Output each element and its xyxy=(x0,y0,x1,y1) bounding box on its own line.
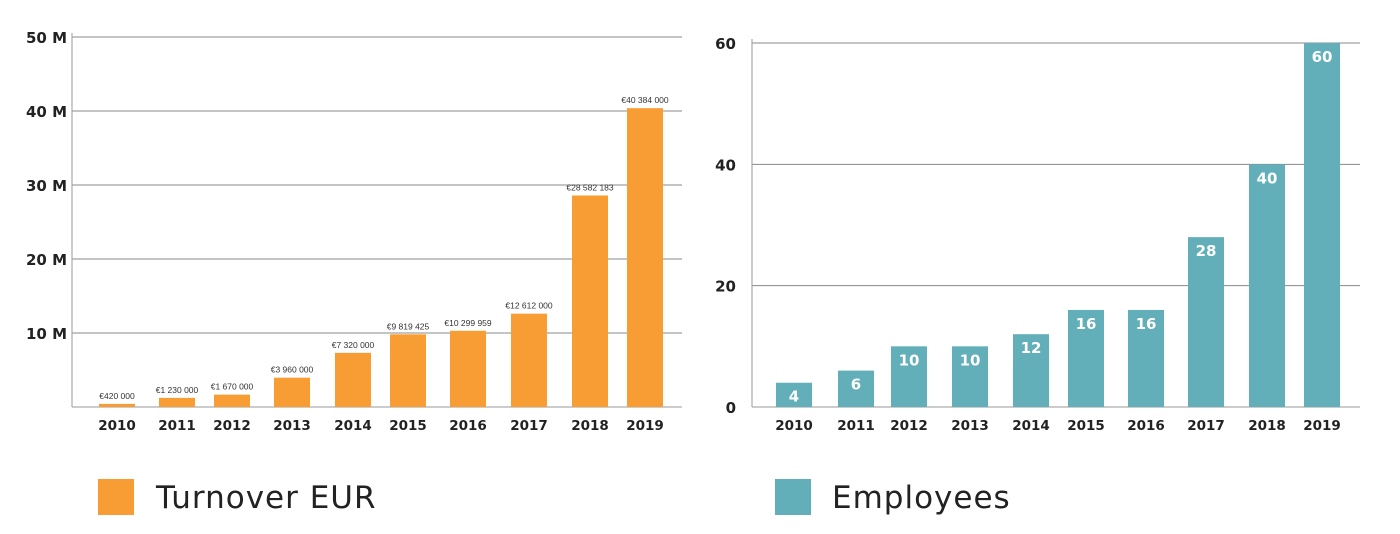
employees-bar-2018 xyxy=(1249,164,1285,407)
employees-data-label: 12 xyxy=(1021,339,1042,357)
turnover-chart: 10 M 20 M 30 M 40 M 50 M €420 000 2010 €1 230 0… xyxy=(26,29,682,434)
turnover-data-label: €40 384 000 xyxy=(621,95,669,105)
employees-chart: 0 20 40 60 4 2010 6 2011 10 2012 10 2013 12 2014 16 201… xyxy=(715,35,1360,434)
employees-x-tick-label: 2019 xyxy=(1303,418,1341,434)
employees-data-label: 4 xyxy=(789,388,799,406)
turnover-bar-2017 xyxy=(511,313,547,407)
employees-x-tick-label: 2014 xyxy=(1012,418,1050,434)
turnover-bar-2010 xyxy=(99,403,135,407)
turnover-x-tick-label: 2014 xyxy=(334,418,372,434)
employees-x-tick-label: 2015 xyxy=(1067,418,1105,434)
employees-x-tick-label: 2016 xyxy=(1127,418,1165,434)
turnover-x-tick-label: 2016 xyxy=(449,418,487,434)
employees-bar-2016 xyxy=(1128,309,1164,407)
employees-data-label: 6 xyxy=(851,376,861,394)
turnover-y-tick-label: 30 M xyxy=(26,177,67,195)
turnover-legend: Turnover EUR xyxy=(98,479,377,516)
employees-bar-2019 xyxy=(1304,43,1340,407)
turnover-data-label: €28 582 183 xyxy=(566,182,614,192)
employees-data-label: 40 xyxy=(1257,169,1278,187)
turnover-bar-2011 xyxy=(159,397,195,407)
turnover-bar-2016 xyxy=(450,330,486,407)
turnover-bar-2019 xyxy=(627,108,663,408)
employees-data-label: 16 xyxy=(1076,315,1097,333)
turnover-x-tick-label: 2010 xyxy=(98,418,136,434)
turnover-bar-2013 xyxy=(274,377,310,407)
turnover-x-tick-label: 2017 xyxy=(510,418,548,434)
turnover-x-tick-label: 2013 xyxy=(273,418,311,434)
employees-data-label: 10 xyxy=(899,351,920,369)
turnover-data-label: €7 320 000 xyxy=(332,340,375,350)
turnover-data-label: €3 960 000 xyxy=(271,365,314,375)
employees-bar-2012 xyxy=(891,346,927,407)
turnover-y-tick-label: 10 M xyxy=(26,325,67,343)
employees-y-tick-label: 20 xyxy=(715,278,736,296)
turnover-y-tick-label: 20 M xyxy=(26,251,67,269)
turnover-data-label: €1 670 000 xyxy=(211,382,254,392)
turnover-x-tick-label: 2015 xyxy=(389,418,427,434)
employees-bar-2010 xyxy=(776,382,812,407)
employees-data-label: 16 xyxy=(1136,315,1157,333)
turnover-legend-swatch xyxy=(98,479,134,515)
turnover-x-tick-label: 2018 xyxy=(571,418,609,434)
employees-x-tick-label: 2018 xyxy=(1248,418,1286,434)
employees-y-tick-label: 0 xyxy=(726,399,736,417)
employees-bar-2015 xyxy=(1068,309,1104,407)
employees-bar-2017 xyxy=(1188,237,1224,407)
employees-data-label: 28 xyxy=(1196,242,1217,260)
turnover-legend-label: Turnover EUR xyxy=(155,480,377,516)
employees-data-label: 60 xyxy=(1312,48,1333,66)
turnover-data-label: €1 230 000 xyxy=(156,385,199,395)
employees-bar-2014 xyxy=(1013,334,1049,407)
turnover-bar-2012 xyxy=(214,394,250,407)
turnover-x-tick-label: 2019 xyxy=(626,418,664,434)
turnover-bar-2014 xyxy=(335,352,371,407)
turnover-y-tick-label: 40 M xyxy=(26,103,67,121)
turnover-data-label: €12 612 000 xyxy=(505,301,553,311)
employees-y-tick-label: 60 xyxy=(715,35,736,53)
employees-legend: Employees xyxy=(775,479,1011,516)
turnover-x-tick-label: 2011 xyxy=(158,418,196,434)
employees-x-tick-label: 2017 xyxy=(1187,418,1225,434)
employees-x-tick-label: 2013 xyxy=(951,418,989,434)
employees-x-tick-label: 2012 xyxy=(890,418,928,434)
turnover-data-label: €9 819 425 xyxy=(387,321,430,331)
employees-bar-2013 xyxy=(952,346,988,407)
turnover-bar-2015 xyxy=(390,334,426,407)
employees-x-tick-label: 2010 xyxy=(775,418,813,434)
employees-legend-label: Employees xyxy=(832,480,1011,516)
turnover-bar-2018 xyxy=(572,195,608,407)
employees-x-tick-label: 2011 xyxy=(837,418,875,434)
turnover-data-label: €10 299 959 xyxy=(444,318,492,328)
turnover-x-tick-label: 2012 xyxy=(213,418,251,434)
employees-legend-swatch xyxy=(775,479,811,515)
turnover-data-label: €420 000 xyxy=(99,391,135,401)
turnover-y-tick-label: 50 M xyxy=(26,29,67,47)
employees-data-label: 10 xyxy=(960,351,981,369)
employees-bar-2011 xyxy=(838,370,874,407)
employees-y-tick-label: 40 xyxy=(715,156,736,174)
